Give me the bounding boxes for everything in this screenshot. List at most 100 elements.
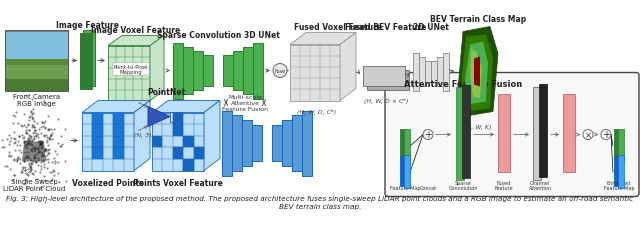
Point [33, 150, 43, 154]
Point [23, 174, 33, 178]
Point [28, 115, 38, 119]
Point [35, 142, 45, 146]
Point [40, 148, 50, 152]
Point [33, 150, 43, 154]
FancyBboxPatch shape [404, 155, 410, 188]
Point [0, 139, 7, 142]
Polygon shape [5, 60, 68, 68]
Text: Image Feature: Image Feature [56, 21, 118, 30]
Point [45, 133, 56, 137]
Polygon shape [290, 45, 340, 101]
Point [10, 115, 20, 119]
Point [19, 124, 29, 128]
Text: 2D UNet: 2D UNet [413, 23, 449, 32]
Point [40, 179, 50, 182]
Point [0, 146, 10, 150]
Bar [92, 113, 103, 125]
Point [52, 161, 63, 164]
Polygon shape [152, 101, 220, 113]
FancyBboxPatch shape [385, 73, 639, 197]
Point [26, 149, 36, 152]
Point [31, 160, 42, 164]
Point [13, 157, 23, 160]
Text: Sparse
Convolution: Sparse Convolution [448, 180, 477, 191]
Point [38, 154, 48, 157]
Text: Front Camera
RGB Image: Front Camera RGB Image [13, 94, 60, 107]
Polygon shape [108, 46, 150, 101]
Point [20, 128, 31, 132]
FancyBboxPatch shape [456, 87, 464, 180]
Point [22, 173, 32, 176]
Point [42, 135, 52, 139]
Point [35, 151, 45, 154]
Point [35, 139, 45, 143]
Point [40, 127, 51, 131]
Point [26, 167, 36, 171]
Text: Voxelized Points: Voxelized Points [72, 179, 144, 188]
Text: Single Sweep
LiDAR Point Cloud: Single Sweep LiDAR Point Cloud [3, 179, 65, 192]
FancyBboxPatch shape [252, 126, 262, 161]
Point [24, 119, 34, 123]
Point [40, 155, 51, 158]
Text: Sparse Convolution 3D UNet: Sparse Convolution 3D UNet [157, 31, 280, 40]
Point [24, 142, 34, 146]
Point [26, 110, 36, 113]
Point [6, 136, 17, 140]
Point [60, 160, 70, 163]
Point [29, 136, 39, 140]
Point [16, 170, 26, 174]
Point [29, 155, 39, 159]
Bar [113, 136, 124, 148]
Point [38, 125, 49, 128]
FancyBboxPatch shape [173, 43, 183, 99]
Polygon shape [134, 101, 150, 171]
Text: Channel
Attention: Channel Attention [529, 180, 552, 191]
Point [25, 170, 35, 173]
Point [36, 143, 46, 146]
Point [29, 159, 40, 163]
Text: ×: × [584, 130, 591, 139]
Point [8, 121, 19, 125]
Point [12, 122, 22, 126]
Point [20, 140, 30, 143]
Point [24, 157, 35, 161]
FancyBboxPatch shape [363, 66, 405, 86]
Point [17, 171, 28, 175]
Point [23, 122, 33, 126]
Point [28, 124, 38, 127]
Point [20, 131, 31, 135]
FancyBboxPatch shape [404, 129, 410, 162]
Text: Attentive Feature Fusion: Attentive Feature Fusion [404, 80, 522, 89]
Point [33, 157, 43, 160]
FancyBboxPatch shape [462, 85, 470, 178]
Point [36, 178, 47, 182]
Point [19, 182, 29, 185]
Point [37, 121, 47, 124]
Point [43, 152, 53, 155]
Text: Fused
Feature: Fused Feature [495, 180, 513, 191]
FancyBboxPatch shape [419, 57, 425, 87]
Point [47, 132, 57, 135]
Point [0, 164, 10, 168]
Point [33, 163, 44, 167]
Point [40, 148, 50, 151]
Point [30, 128, 40, 132]
Point [23, 154, 33, 158]
Point [15, 161, 26, 165]
Point [24, 139, 34, 143]
Point [16, 123, 26, 127]
Point [32, 177, 42, 181]
Point [28, 172, 38, 176]
Point [12, 156, 22, 159]
Point [26, 98, 36, 101]
Point [19, 113, 29, 117]
Point [40, 200, 50, 204]
Point [20, 150, 30, 154]
Circle shape [423, 130, 433, 140]
Point [60, 128, 70, 132]
Point [15, 150, 26, 154]
Point [12, 144, 22, 147]
Point [20, 168, 31, 172]
Bar [92, 125, 103, 136]
Point [44, 137, 54, 140]
